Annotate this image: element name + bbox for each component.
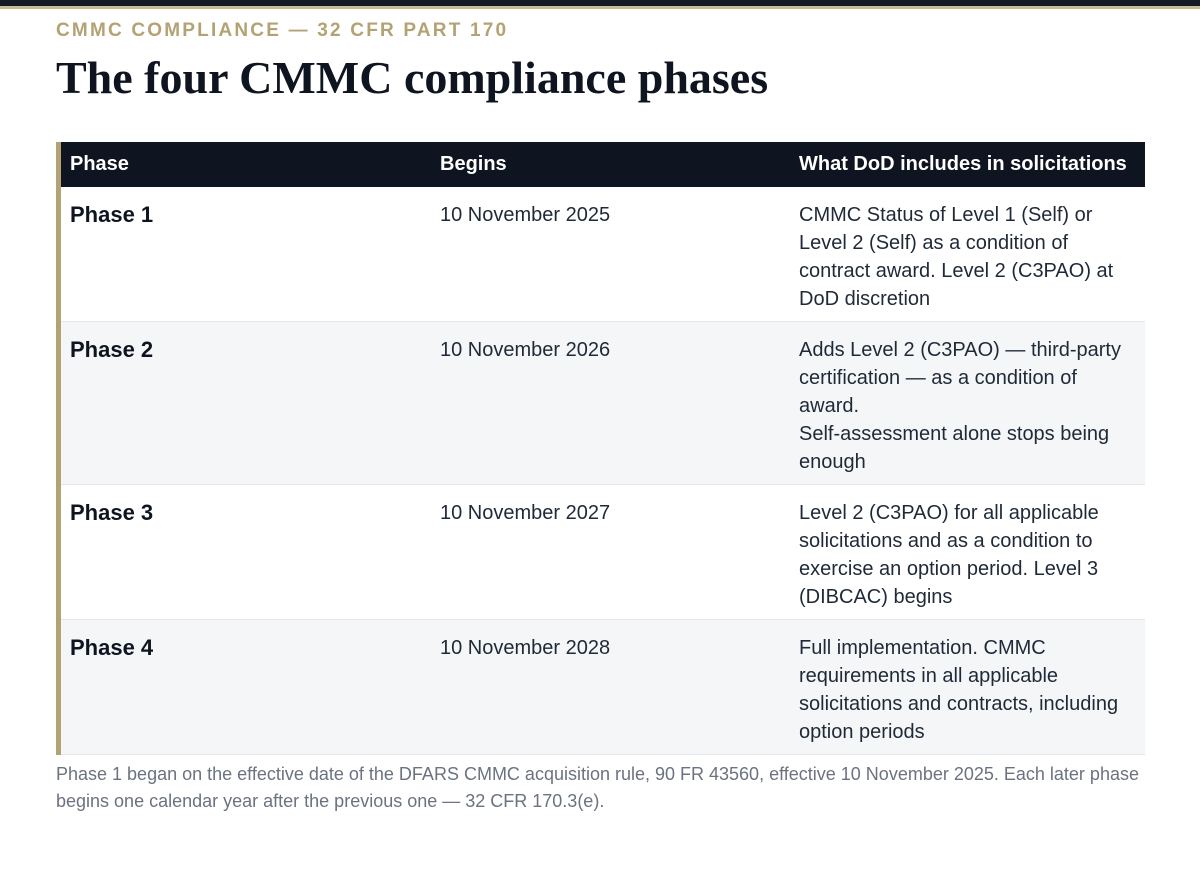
top-accent-bar bbox=[0, 0, 1200, 9]
footnote: Phase 1 began on the effective date of t… bbox=[56, 764, 1139, 811]
phase-cell: Phase 1 bbox=[70, 202, 154, 227]
phase-cell: Phase 3 bbox=[70, 500, 154, 525]
table-row: Phase 4 10 November 2028 Full implementa… bbox=[61, 619, 1145, 755]
description-cell: CMMC Status of Level 1 (Self) or Level 2… bbox=[799, 204, 1114, 310]
table-header-row: Phase Begins What DoD includes in solici… bbox=[61, 142, 1145, 187]
phases-table-container: Phase Begins What DoD includes in solici… bbox=[56, 142, 1149, 755]
column-header-phase: Phase bbox=[61, 142, 430, 187]
table-row: Phase 1 10 November 2025 CMMC Status of … bbox=[61, 187, 1145, 322]
description-cell: Level 2 (C3PAO) for all applicable solic… bbox=[799, 502, 1099, 608]
table-row: Phase 3 10 November 2027 Level 2 (C3PAO)… bbox=[61, 484, 1145, 620]
phase-cell: Phase 4 bbox=[70, 635, 154, 660]
begins-cell: 10 November 2026 bbox=[440, 339, 611, 361]
phases-table: Phase Begins What DoD includes in solici… bbox=[61, 142, 1145, 755]
page-title: The four CMMC compliance phases bbox=[56, 52, 769, 103]
section-kicker: CMMC COMPLIANCE — 32 CFR PART 170 bbox=[56, 20, 509, 41]
column-header-begins: Begins bbox=[430, 142, 789, 187]
begins-cell: 10 November 2027 bbox=[440, 502, 611, 524]
description-cell: Adds Level 2 (C3PAO) — third-party certi… bbox=[799, 339, 1121, 473]
column-header-description: What DoD includes in solicitations bbox=[789, 142, 1145, 187]
phase-cell: Phase 2 bbox=[70, 337, 154, 362]
begins-cell: 10 November 2025 bbox=[440, 204, 611, 226]
begins-cell: 10 November 2028 bbox=[440, 637, 611, 659]
description-cell: Full implementation. CMMC requirements i… bbox=[799, 637, 1119, 743]
table-row: Phase 2 10 November 2026 Adds Level 2 (C… bbox=[61, 321, 1145, 485]
